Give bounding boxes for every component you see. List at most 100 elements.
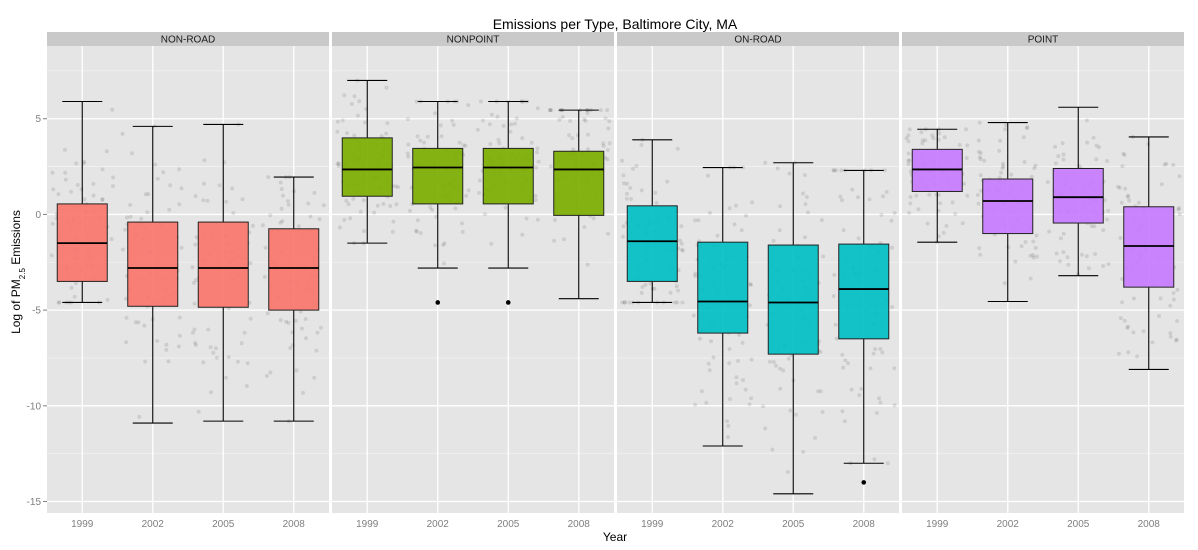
- jitter-point: [1033, 245, 1038, 250]
- jitter-point: [1045, 180, 1050, 185]
- jitter-point: [266, 175, 271, 180]
- jitter-point: [962, 181, 966, 186]
- jitter-point: [707, 211, 712, 215]
- jitter-point: [315, 330, 320, 335]
- jitter-point: [788, 408, 793, 413]
- jitter-point: [560, 115, 565, 119]
- jitter-point: [51, 187, 56, 192]
- jitter-point: [583, 118, 588, 123]
- jitter-point: [736, 359, 741, 363]
- jitter-point: [548, 108, 553, 113]
- jitter-point: [1085, 140, 1090, 145]
- jitter-point: [213, 346, 218, 351]
- jitter-point: [977, 246, 982, 251]
- jitter-point: [520, 232, 525, 237]
- jitter-point: [1031, 239, 1036, 244]
- jitter-point: [978, 157, 983, 162]
- jitter-point: [388, 204, 393, 208]
- jitter-point: [137, 414, 142, 419]
- box-on-road-2002: [691, 165, 755, 447]
- jitter-point: [778, 366, 783, 371]
- jitter-point: [841, 228, 846, 233]
- jitter-point: [982, 158, 987, 163]
- jitter-point: [856, 236, 861, 241]
- jitter-point: [477, 190, 482, 195]
- jitter-point: [294, 368, 299, 373]
- jitter-point: [1120, 277, 1125, 281]
- jitter-point: [279, 187, 284, 191]
- jitter-point: [976, 149, 981, 154]
- jitter-point: [536, 159, 541, 164]
- jitter-point: [193, 340, 198, 345]
- jitter-point: [979, 188, 984, 193]
- jitter-point: [871, 351, 876, 356]
- jitter-point: [892, 366, 897, 371]
- jitter-point: [391, 219, 396, 224]
- jitter-point: [931, 136, 936, 141]
- jitter-point: [820, 410, 825, 414]
- jitter-point: [450, 118, 455, 123]
- jitter-point: [312, 375, 317, 380]
- jitter-point: [920, 141, 925, 146]
- jitter-point: [345, 131, 349, 136]
- jitter-point: [585, 262, 590, 267]
- jitter-point: [79, 187, 84, 192]
- jitter-point: [201, 198, 206, 203]
- jitter-point: [1159, 182, 1164, 187]
- jitter-point: [74, 161, 79, 166]
- x-tick-label: 2005: [1067, 519, 1090, 530]
- jitter-point: [166, 359, 171, 364]
- jitter-point: [878, 400, 883, 405]
- jitter-point: [451, 122, 456, 127]
- jitter-point: [639, 290, 644, 295]
- jitter-point: [268, 370, 273, 375]
- jitter-point: [846, 361, 850, 366]
- jitter-point: [1000, 166, 1005, 171]
- x-tick-label: 2002: [142, 519, 165, 530]
- jitter-point: [879, 212, 884, 217]
- jitter-point: [877, 396, 881, 401]
- jitter-point: [293, 318, 298, 323]
- jitter-point: [999, 170, 1004, 175]
- jitter-point: [460, 229, 465, 234]
- jitter-point: [123, 227, 128, 232]
- jitter-point: [348, 216, 353, 221]
- jitter-point: [977, 155, 982, 160]
- box-on-road-2008: [831, 168, 897, 485]
- jitter-point: [806, 210, 810, 215]
- jitter-point: [514, 116, 519, 121]
- jitter-point: [453, 206, 458, 211]
- jitter-point: [840, 409, 845, 414]
- jitter-point: [56, 192, 61, 197]
- jitter-point: [976, 138, 981, 143]
- jitter-point: [396, 185, 400, 189]
- jitter-point: [775, 166, 780, 171]
- jitter-point: [628, 186, 633, 190]
- jitter-point: [478, 99, 483, 104]
- outlier-point: [435, 300, 441, 305]
- jitter-point: [177, 333, 182, 338]
- jitter-point: [880, 350, 885, 355]
- jitter-point: [128, 203, 133, 207]
- jitter-point: [732, 222, 737, 227]
- jitter-point: [248, 261, 253, 266]
- jitter-point: [1084, 254, 1089, 259]
- jitter-point: [104, 149, 109, 154]
- y-axis-title: Log of PM2.5 Emissions: [9, 210, 27, 334]
- jitter-point: [176, 344, 181, 349]
- x-tick-label: 2005: [497, 519, 520, 530]
- y-axis-title-prefix: Log of PM: [9, 279, 23, 334]
- jitter-point: [248, 316, 253, 321]
- jitter-point: [953, 212, 958, 216]
- jitter-point: [50, 221, 55, 226]
- jitter-point: [1002, 281, 1007, 286]
- jitter-point: [300, 326, 304, 331]
- jitter-point: [1061, 231, 1066, 236]
- jitter-point: [100, 197, 105, 202]
- jitter-point: [304, 336, 308, 341]
- jitter-point: [674, 284, 679, 289]
- jitter-point: [202, 158, 207, 163]
- jitter-point: [740, 340, 745, 345]
- jitter-point: [1126, 193, 1130, 198]
- jitter-point: [606, 231, 611, 236]
